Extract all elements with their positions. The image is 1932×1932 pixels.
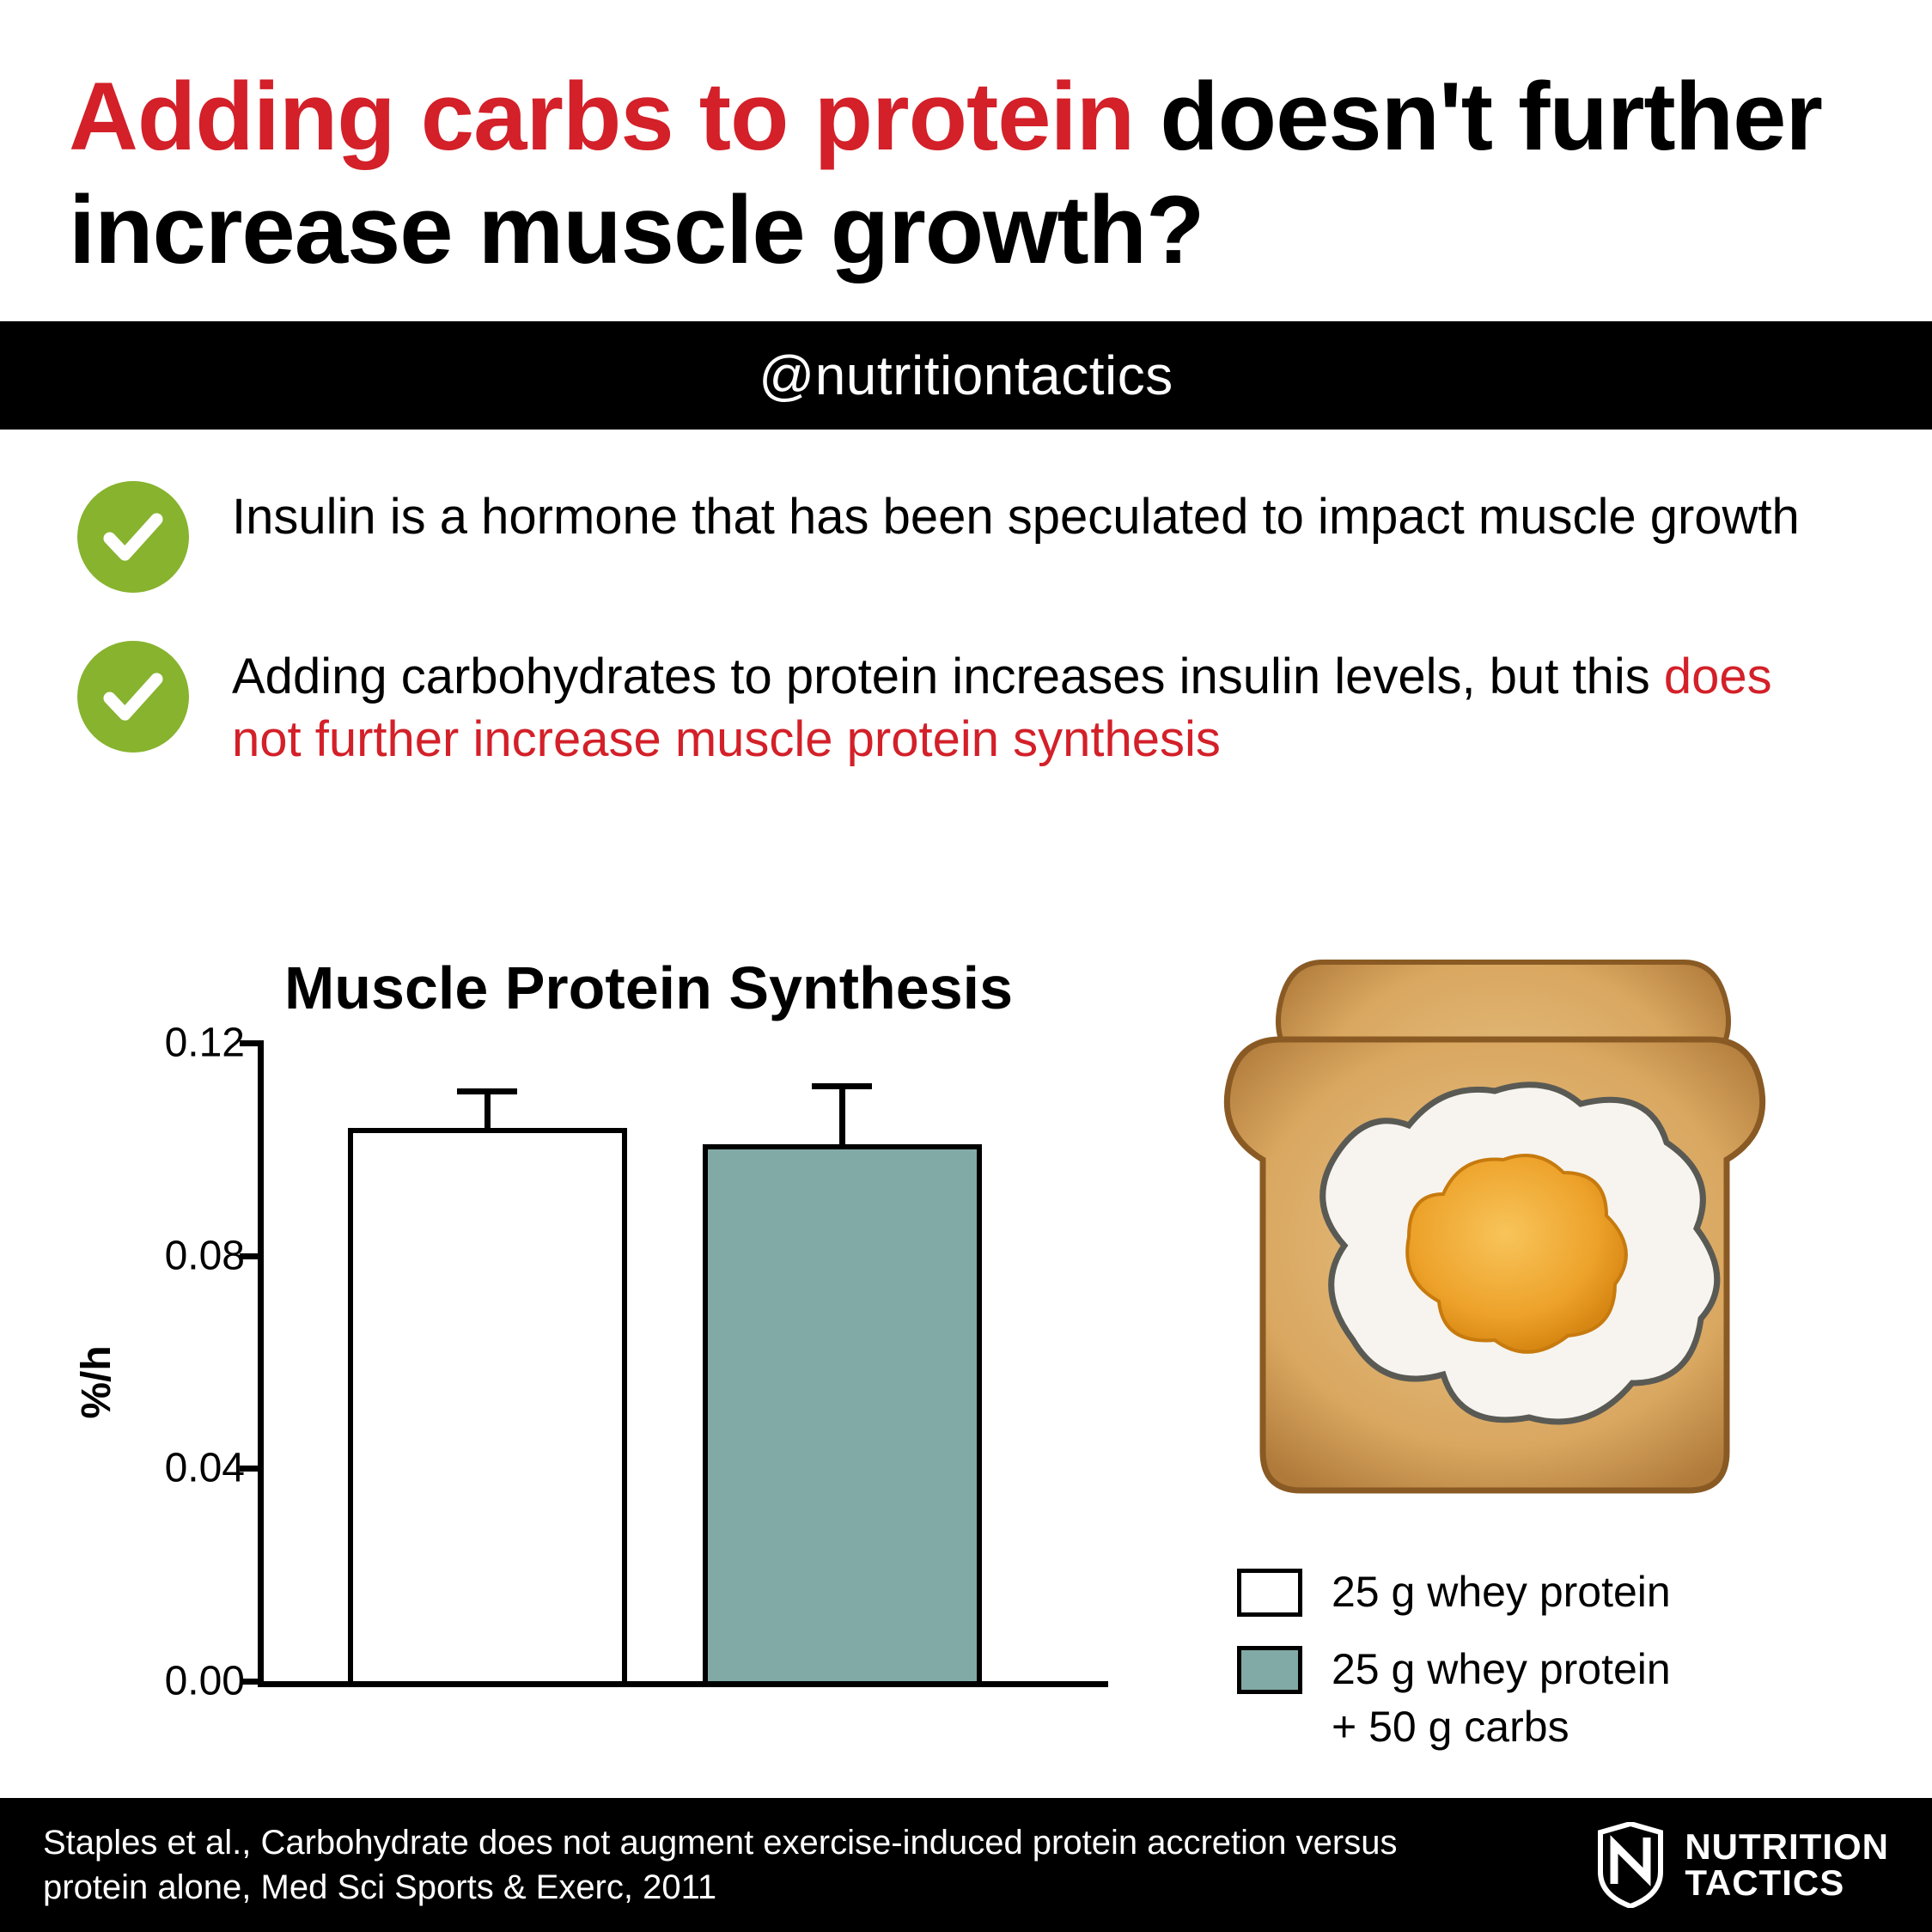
chart-bar xyxy=(348,1128,626,1681)
y-tick-label: 0.12 xyxy=(77,1020,245,1067)
social-handle-text: @nutritiontactics xyxy=(759,344,1173,406)
bullet-item: Adding carbohydrates to protein increase… xyxy=(77,641,1855,771)
bullet-item: Insulin is a hormone that has been specu… xyxy=(77,481,1855,593)
legend-label-line: + 50 g carbs xyxy=(1332,1698,1671,1757)
chart-plot: %/h 0.000.040.080.12 xyxy=(77,1043,1117,1722)
legend-label: 25 g whey protein + 50 g carbs xyxy=(1332,1641,1671,1757)
legend-label-line: 25 g whey protein xyxy=(1332,1641,1671,1699)
error-bar-stem xyxy=(839,1086,845,1144)
title-highlight: Adding carbs to protein xyxy=(69,63,1134,170)
y-tick-label: 0.04 xyxy=(77,1445,245,1492)
page-title: Adding carbs to protein doesn't further … xyxy=(0,0,1932,321)
legend-label-line: 25 g whey protein xyxy=(1332,1563,1671,1622)
chart-legend: 25 g whey protein 25 g whey protein + 50… xyxy=(1237,1563,1671,1776)
citation-text: Staples et al., Carbohydrate does not au… xyxy=(43,1820,1503,1910)
check-icon xyxy=(77,641,189,753)
chart-title: Muscle Protein Synthesis xyxy=(180,954,1117,1022)
legend-label: 25 g whey protein xyxy=(1332,1563,1671,1622)
legend-item: 25 g whey protein + 50 g carbs xyxy=(1237,1641,1671,1757)
brand-mark-icon xyxy=(1592,1822,1669,1908)
footer-bar: Staples et al., Carbohydrate does not au… xyxy=(0,1798,1932,1932)
brand-name-line: NUTRITION xyxy=(1685,1829,1889,1865)
legend-item: 25 g whey protein xyxy=(1237,1563,1671,1622)
error-bar-cap xyxy=(457,1088,517,1094)
y-tick-label: 0.08 xyxy=(77,1232,245,1279)
error-bar-stem xyxy=(485,1091,491,1128)
bullet-plain: Insulin is a hormone that has been specu… xyxy=(232,489,1800,545)
bar-chart: Muscle Protein Synthesis %/h 0.000.040.0… xyxy=(77,954,1117,1770)
legend-swatch xyxy=(1237,1569,1302,1617)
chart-bar xyxy=(703,1144,981,1681)
brand-name: NUTRITION TACTICS xyxy=(1685,1829,1889,1901)
y-axis-label: %/h xyxy=(73,1345,120,1418)
food-illustration xyxy=(1185,936,1821,1503)
social-handle-bar: @nutritiontactics xyxy=(0,321,1932,430)
brand-name-line: TACTICS xyxy=(1685,1865,1889,1901)
plot-area xyxy=(258,1043,1108,1687)
bullet-text: Adding carbohydrates to protein increase… xyxy=(232,641,1855,771)
bullet-plain: Adding carbohydrates to protein increase… xyxy=(232,649,1664,704)
bullet-text: Insulin is a hormone that has been specu… xyxy=(232,481,1800,549)
bullet-list: Insulin is a hormone that has been specu… xyxy=(0,430,1932,836)
brand-logo: NUTRITION TACTICS xyxy=(1592,1822,1889,1908)
error-bar-cap xyxy=(812,1083,872,1089)
y-tick-label: 0.00 xyxy=(77,1658,245,1705)
check-icon xyxy=(77,481,189,593)
legend-swatch xyxy=(1237,1646,1302,1694)
